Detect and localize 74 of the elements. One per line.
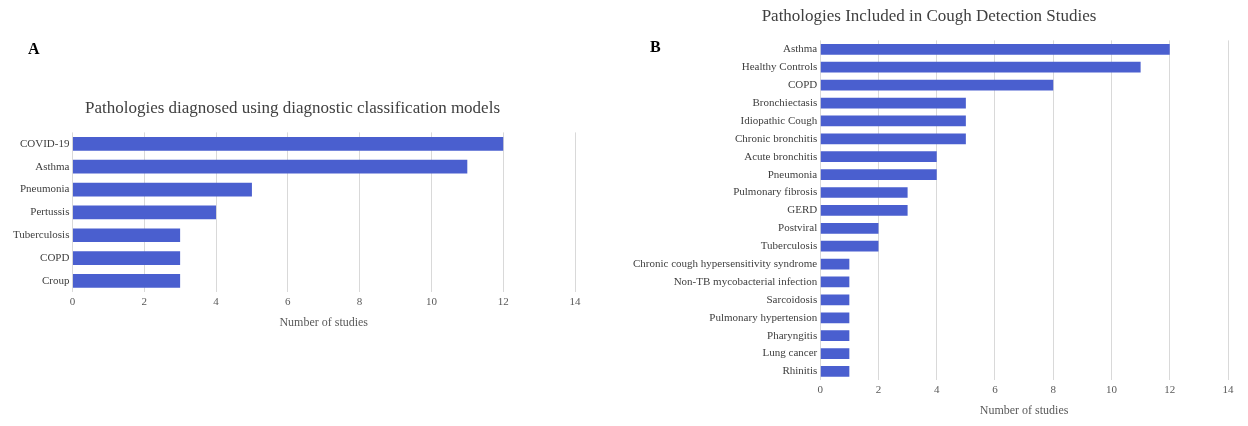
x-tick-label: 10: [425, 294, 438, 307]
bar: [72, 136, 504, 151]
y-tick-label: Tuberculosis: [13, 228, 70, 241]
y-tick-label: Pulmonary fibrosis: [733, 185, 818, 198]
bar: [820, 79, 1054, 91]
y-tick-label: Rhinitis: [782, 364, 818, 377]
bar: [820, 240, 879, 252]
bar: [820, 258, 850, 270]
chart-title: Pathologies Included in Cough Detection Studies: [761, 5, 1097, 25]
x-tick-label: 2: [141, 294, 147, 307]
bar: [820, 187, 908, 198]
x-tick-label: 2: [875, 382, 882, 395]
x-tick-label: 12: [1164, 382, 1176, 395]
y-tick-label: Asthma: [782, 42, 818, 55]
y-tick-label: Healthy Controls: [741, 60, 818, 73]
y-tick-label: GERD: [787, 203, 818, 216]
y-tick-label: Chronic cough hypersensitivity syndrome: [632, 256, 818, 269]
x-tick-label: 8: [1050, 382, 1057, 395]
y-tick-label: Tuberculosis: [760, 239, 818, 252]
y-tick-label: Sarcoidosis: [766, 292, 818, 305]
x-tick-label: 14: [569, 294, 581, 307]
bar: [820, 43, 1170, 55]
x-tick-label: 4: [213, 294, 220, 307]
text: A: [28, 40, 40, 58]
bar: [820, 151, 937, 163]
y-tick-label: Pulmonary hypertension: [709, 310, 818, 323]
bar: [820, 61, 1141, 73]
bar: [820, 366, 850, 377]
bar: [72, 228, 181, 243]
x-tick-label: 0: [817, 382, 824, 395]
y-tick-label: Chronic bronchitis: [735, 131, 818, 144]
x-tick-label: 6: [285, 294, 292, 307]
y-tick-label: Pneumonia: [19, 182, 70, 195]
y-tick-label: Bronchiectasis: [752, 95, 818, 108]
y-tick-label: Acute bronchitis: [744, 149, 818, 162]
x-axis-title: Number of studies: [279, 314, 369, 329]
y-tick-label: COPD: [787, 78, 818, 91]
y-tick-label: Pneumonia: [767, 167, 818, 180]
y-tick-label: Idiopathic Cough: [740, 113, 818, 126]
bar: [72, 182, 252, 197]
bar: [820, 169, 937, 180]
bar: [820, 205, 908, 216]
bar: [72, 205, 217, 220]
chart-title: Pathologies diagnosed using diagnostic classification models: [84, 97, 501, 117]
x-tick-label: 4: [933, 382, 940, 395]
text: B: [650, 38, 661, 56]
y-tick-label: Lung cancer: [762, 346, 818, 359]
x-tick-label: 14: [1222, 382, 1234, 395]
bar: [820, 330, 850, 342]
y-tick-label: Non-TB mycobacterial infection: [673, 274, 818, 287]
y-tick-label: Pertussis: [30, 205, 70, 218]
x-tick-label: 8: [356, 294, 363, 307]
bar: [820, 276, 850, 288]
bar: [820, 294, 850, 306]
bar: [72, 251, 181, 265]
y-tick-label: COPD: [40, 251, 70, 263]
y-tick-label: Asthma: [35, 159, 70, 172]
x-tick-label: 6: [992, 382, 999, 395]
y-tick-label: Croup: [41, 273, 70, 286]
x-axis-title: Number of studies: [979, 402, 1069, 417]
bar: [820, 222, 879, 234]
y-tick-label: Pharyngitis: [767, 328, 818, 341]
bar: [820, 115, 966, 127]
y-tick-label: COVID-19: [19, 136, 70, 149]
bar: [72, 159, 468, 174]
bar: [820, 133, 966, 145]
bar: [820, 97, 966, 109]
x-tick-label: 10: [1105, 382, 1118, 395]
x-tick-label: 12: [497, 294, 509, 307]
x-tick-label: 0: [69, 294, 76, 307]
bar: [820, 312, 850, 324]
bar: [820, 348, 850, 359]
bar: [72, 274, 181, 288]
y-tick-label: Postviral: [778, 221, 818, 234]
